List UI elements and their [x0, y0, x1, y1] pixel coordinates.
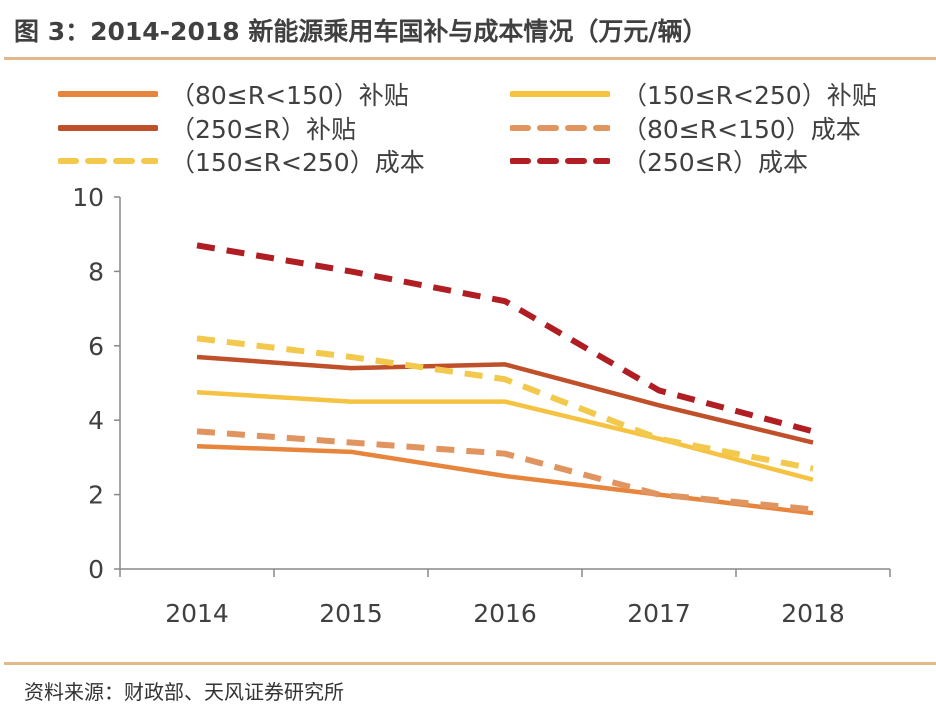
y-tick-label: 6	[88, 332, 104, 361]
x-tick-label: 2016	[473, 599, 537, 628]
legend-swatch	[510, 91, 610, 97]
legend-item: （250≤R）成本	[510, 143, 808, 179]
x-tick-label: 2018	[781, 599, 845, 628]
legend-swatch	[58, 125, 158, 131]
legend-label: （80≤R<150）成本	[622, 115, 861, 144]
legend-item: （80≤R<150）补贴	[58, 76, 409, 112]
source-note: 资料来源：财政部、天风证券研究所	[24, 680, 344, 704]
footer-divider	[4, 662, 936, 665]
y-tick-label: 4	[88, 406, 104, 435]
legend-swatch	[510, 158, 610, 164]
title-divider	[4, 57, 936, 60]
y-tick-label: 8	[88, 257, 104, 286]
x-tick-label: 2017	[627, 599, 691, 628]
legend-item: （80≤R<150）成本	[510, 110, 861, 146]
chart-title: 图 3：2014-2018 新能源乘用车国补与成本情况（万元/辆）	[14, 17, 708, 46]
legend-swatch	[510, 125, 610, 131]
legend-swatch	[58, 91, 158, 97]
y-tick-label: 2	[88, 481, 104, 510]
x-tick-label: 2015	[319, 599, 383, 628]
legend-label: （250≤R）成本	[622, 148, 809, 177]
x-tick-label: 2014	[165, 599, 229, 628]
y-tick-label: 10	[72, 183, 104, 212]
series-line-3	[196, 428, 814, 513]
legend-item: （250≤R）补贴	[58, 110, 356, 146]
legend-item: （150≤R<250）成本	[58, 143, 425, 179]
legend-item: （150≤R<250）补贴	[510, 76, 877, 112]
legend-label: （250≤R）补贴	[170, 115, 357, 144]
legend-label: （150≤R<250）成本	[170, 148, 425, 177]
legend-label: （80≤R<150）补贴	[170, 81, 409, 110]
legend-label: （150≤R<250）补贴	[622, 81, 877, 110]
y-tick-label: 0	[88, 555, 104, 584]
legend-swatch	[58, 158, 158, 164]
